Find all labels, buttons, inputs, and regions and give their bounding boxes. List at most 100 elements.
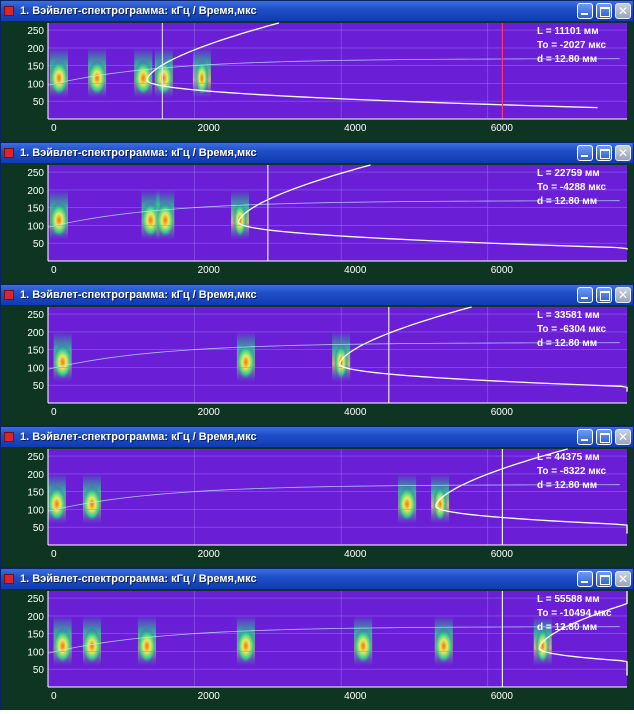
minimize-button[interactable]: [577, 571, 593, 587]
dispersion-curve-lower: [146, 79, 598, 109]
energy-hotspot: [433, 628, 454, 665]
y-tick-label: 150: [27, 62, 44, 73]
energy-hotspot: [397, 486, 418, 523]
y-tick-label: 250: [27, 168, 44, 179]
x-tick-label: 0: [51, 691, 57, 702]
title-bar[interactable]: 1. Вэйвлет-спектрограмма: кГц / Время,мк…: [1, 143, 633, 163]
spectrogram-plot[interactable]: 250 200 150 100 50 0 2000 4000 6000 L = 33581 мм T…: [1, 305, 633, 425]
energy-hotspot: [48, 202, 69, 239]
x-tick-label: 4000: [344, 549, 367, 560]
readout-d: d = 12.80 мм: [537, 196, 597, 207]
spectrogram-svg[interactable]: 250 200 150 100 50 0 2000 4000 6000 L = 33581 мм T…: [1, 305, 633, 425]
minimize-button[interactable]: [577, 429, 593, 445]
app-icon[interactable]: [4, 432, 14, 442]
energy-hotspot: [433, 486, 448, 523]
app-icon[interactable]: [4, 574, 14, 584]
dispersion-curve-upper: [237, 164, 371, 223]
window-title: 1. Вэйвлет-спектрограмма: кГц / Время,мк…: [20, 147, 257, 159]
x-tick-label: 2000: [198, 265, 221, 276]
window-title: 1. Вэйвлет-спектрограмма: кГц / Время,мк…: [20, 289, 257, 301]
maximize-icon: [600, 149, 610, 159]
y-tick-label: 150: [27, 204, 44, 215]
app-icon[interactable]: [4, 148, 14, 158]
maximize-button[interactable]: [596, 3, 612, 19]
title-bar[interactable]: 1. Вэйвлет-спектрограмма: кГц / Время,мк…: [1, 1, 633, 21]
close-icon: ✕: [617, 572, 629, 586]
y-tick-label: 100: [27, 221, 44, 232]
y-tick-label: 200: [27, 612, 44, 623]
title-bar[interactable]: 1. Вэйвлет-спектрограмма: кГц / Время,мк…: [1, 427, 633, 447]
spectrogram-window-1: 1. Вэйвлет-спектрограмма: кГц / Время,мк…: [0, 0, 634, 142]
spectrogram-plot[interactable]: 250 200 150 100 50 0 2000 4000 6000 L = 22759 мм T…: [1, 163, 633, 283]
dispersion-curve-upper: [339, 306, 472, 365]
energy-hotspot: [140, 202, 161, 239]
y-tick-label: 50: [33, 97, 45, 108]
y-tick-label: 250: [27, 452, 44, 463]
y-tick-label: 100: [27, 79, 44, 90]
y-tick-label: 100: [27, 505, 44, 516]
readout-l: L = 22759 мм: [537, 168, 600, 179]
energy-hotspot: [52, 628, 73, 665]
x-tick-label: 2000: [198, 407, 221, 418]
y-tick-label: 150: [27, 488, 44, 499]
reference-curve: [47, 484, 620, 512]
maximize-button[interactable]: [596, 287, 612, 303]
close-button[interactable]: ✕: [615, 3, 631, 19]
energy-hotspot: [194, 60, 209, 97]
title-bar[interactable]: 1. Вэйвлет-спектрограмма: кГц / Время,мк…: [1, 285, 633, 305]
maximize-button[interactable]: [596, 571, 612, 587]
y-tick-label: 200: [27, 186, 44, 197]
close-button[interactable]: ✕: [615, 287, 631, 303]
x-tick-label: 4000: [344, 265, 367, 276]
minimize-button[interactable]: [577, 287, 593, 303]
minimize-icon: [581, 13, 588, 15]
spectrogram-plot[interactable]: 250 200 150 100 50 0 2000 4000 6000 L = 11101 мм T…: [1, 21, 633, 141]
minimize-button[interactable]: [577, 145, 593, 161]
close-button[interactable]: ✕: [615, 571, 631, 587]
spectrogram-plot[interactable]: 250 200 150 100 50 0 2000 4000 6000 L = 55588 мм T…: [1, 589, 633, 709]
x-tick-label: 4000: [344, 691, 367, 702]
maximize-icon: [600, 291, 610, 301]
app-icon[interactable]: [4, 290, 14, 300]
minimize-button[interactable]: [577, 3, 593, 19]
y-tick-label: 200: [27, 328, 44, 339]
spectrogram-svg[interactable]: 250 200 150 100 50 0 2000 4000 6000 L = 11101 мм T…: [1, 21, 633, 141]
maximize-button[interactable]: [596, 145, 612, 161]
close-button[interactable]: ✕: [615, 429, 631, 445]
x-tick-label: 2000: [198, 691, 221, 702]
y-tick-label: 100: [27, 363, 44, 374]
reference-curve: [47, 200, 620, 228]
close-button[interactable]: ✕: [615, 145, 631, 161]
spectrogram-plot[interactable]: 250 200 150 100 50 0 2000 4000 6000 L = 44375 мм T…: [1, 447, 633, 567]
energy-hotspot: [233, 202, 248, 239]
title-bar[interactable]: 1. Вэйвлет-спектрограмма: кГц / Время,мк…: [1, 569, 633, 589]
y-tick-label: 100: [27, 647, 44, 658]
readout-to: To = -2027 мкс: [537, 40, 606, 51]
reference-curve: [47, 342, 620, 370]
app-icon[interactable]: [4, 6, 14, 16]
close-icon: ✕: [617, 4, 629, 18]
energy-hotspot: [353, 628, 374, 665]
spectrogram-svg[interactable]: 250 200 150 100 50 0 2000 4000 6000 L = 22759 мм T…: [1, 163, 633, 283]
dispersion-curve-lower: [237, 221, 628, 250]
x-tick-label: 6000: [491, 691, 514, 702]
x-tick-label: 6000: [491, 407, 514, 418]
y-tick-label: 150: [27, 630, 44, 641]
dispersion-curve-upper: [538, 591, 628, 649]
y-tick-label: 150: [27, 346, 44, 357]
spectrogram-svg[interactable]: 250 200 150 100 50 0 2000 4000 6000 L = 44375 мм T…: [1, 447, 633, 567]
maximize-icon: [600, 433, 610, 443]
window-title: 1. Вэйвлет-спектрограмма: кГц / Время,мк…: [20, 573, 257, 585]
spectrogram-window-3: 1. Вэйвлет-спектрограмма: кГц / Время,мк…: [0, 284, 634, 426]
y-tick-label: 50: [33, 239, 45, 250]
y-tick-label: 250: [27, 310, 44, 321]
reference-curve: [47, 58, 620, 86]
readout-l: L = 11101 мм: [537, 26, 599, 37]
x-tick-label: 6000: [491, 549, 514, 560]
x-tick-label: 0: [51, 123, 57, 134]
energy-hotspot: [46, 486, 67, 523]
spectrogram-window-2: 1. Вэйвлет-спектрограмма: кГц / Время,мк…: [0, 142, 634, 284]
spectrogram-svg[interactable]: 250 200 150 100 50 0 2000 4000 6000 L = 55588 мм T…: [1, 589, 633, 709]
maximize-icon: [600, 575, 610, 585]
maximize-button[interactable]: [596, 429, 612, 445]
